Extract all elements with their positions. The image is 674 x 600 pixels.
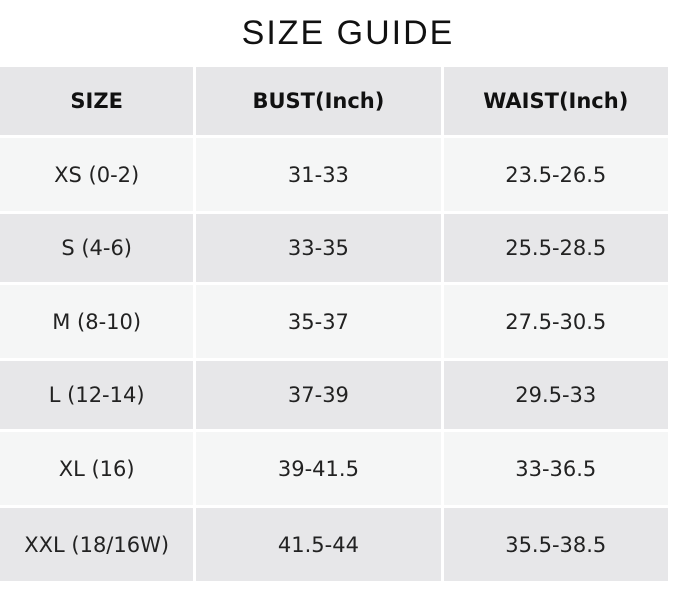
size-table: SIZE BUST(Inch) WAIST(Inch) XS (0-2) 31-3… (0, 64, 671, 584)
cell-waist: 35.5-38.5 (443, 508, 668, 581)
cell-size: XXL (18/16W) (0, 508, 194, 581)
cell-size: S (4-6) (0, 214, 194, 282)
cell-waist: 25.5-28.5 (443, 214, 668, 282)
table-row: XXL (18/16W) 41.5-44 35.5-38.5 (0, 508, 668, 581)
cell-bust: 35-37 (196, 285, 441, 358)
cell-size: XL (16) (0, 432, 194, 505)
cell-bust: 41.5-44 (196, 508, 441, 581)
header-size: SIZE (0, 67, 194, 135)
table-row: L (12-14) 37-39 29.5-33 (0, 361, 668, 429)
table-row: M (8-10) 35-37 27.5-30.5 (0, 285, 668, 358)
header-bust: BUST(Inch) (196, 67, 441, 135)
header-waist: WAIST(Inch) (443, 67, 668, 135)
table-header: SIZE BUST(Inch) WAIST(Inch) (0, 67, 668, 135)
cell-waist: 29.5-33 (443, 361, 668, 429)
cell-size: XS (0-2) (0, 138, 194, 211)
table-row: XS (0-2) 31-33 23.5-26.5 (0, 138, 668, 211)
cell-waist: 23.5-26.5 (443, 138, 668, 211)
cell-bust: 39-41.5 (196, 432, 441, 505)
table-row: XL (16) 39-41.5 33-36.5 (0, 432, 668, 505)
table-row: S (4-6) 33-35 25.5-28.5 (0, 214, 668, 282)
cell-bust: 31-33 (196, 138, 441, 211)
cell-bust: 37-39 (196, 361, 441, 429)
cell-waist: 33-36.5 (443, 432, 668, 505)
page-title: SIZE GUIDE (241, 14, 455, 52)
cell-bust: 33-35 (196, 214, 441, 282)
cell-size: M (8-10) (0, 285, 194, 358)
cell-size: L (12-14) (0, 361, 194, 429)
cell-waist: 27.5-30.5 (443, 285, 668, 358)
